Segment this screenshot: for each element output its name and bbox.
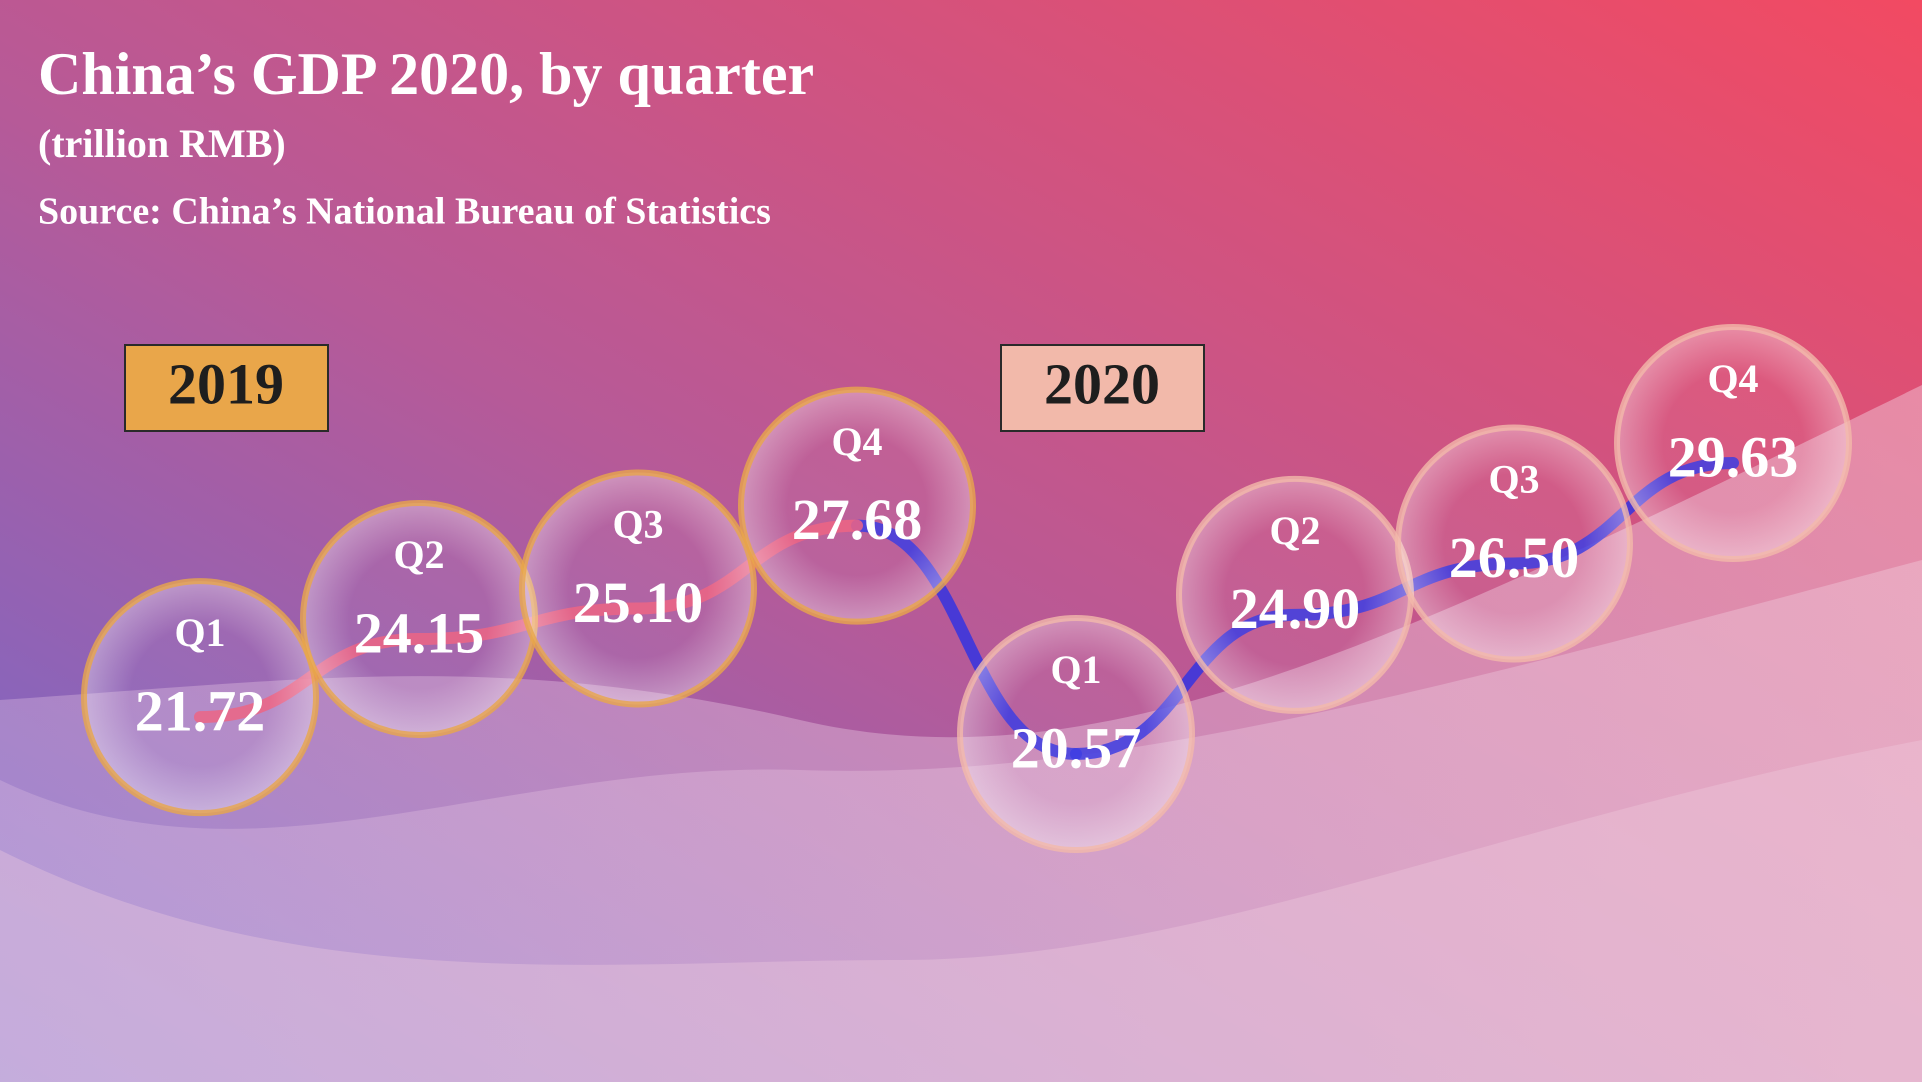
value-label: 29.63 <box>1668 424 1799 489</box>
category-label: Q2 <box>393 532 444 577</box>
bubble: Q4 29.63 <box>1614 324 1852 562</box>
value-label: 24.15 <box>354 600 485 665</box>
bubble: Q1 20.57 <box>957 615 1195 853</box>
value-label: 26.50 <box>1449 525 1580 590</box>
wave <box>0 560 1922 1082</box>
category-label: Q3 <box>612 502 663 547</box>
bubble: Q2 24.90 <box>1176 475 1414 714</box>
value-label: 25.10 <box>573 570 704 635</box>
bubble-fill <box>738 386 976 625</box>
category-label: Q2 <box>1269 508 1320 553</box>
category-label: Q1 <box>174 610 225 655</box>
value-label: 20.57 <box>1011 715 1142 780</box>
legend-box <box>124 344 329 432</box>
value-label: 21.72 <box>135 678 266 743</box>
bubble: Q1 21.72 <box>81 578 319 817</box>
category-label: Q1 <box>1050 647 1101 692</box>
bubble: Q4 27.68 <box>738 386 976 625</box>
bubble-fill <box>1614 324 1852 562</box>
source: Source: China’s National Bureau of Stati… <box>38 191 771 233</box>
subtitle: (trillion RMB) <box>38 121 286 166</box>
bubble: Q3 26.50 <box>1395 424 1633 663</box>
value-label: 27.68 <box>792 487 923 552</box>
chart-title: China’s GDP 2020, by quarter <box>38 41 814 107</box>
legend-label: 2020 <box>1044 351 1160 416</box>
bubble: Q3 25.10 <box>519 469 757 708</box>
bubble-fill <box>957 615 1195 853</box>
category-label: Q4 <box>831 419 882 464</box>
bubble-fill <box>1395 424 1633 663</box>
legend-box <box>1000 344 1205 432</box>
category-label: Q4 <box>1707 356 1758 401</box>
legend-label: 2019 <box>168 351 284 416</box>
bubble-fill <box>519 469 757 708</box>
bubble-fill <box>81 578 319 817</box>
value-label: 24.90 <box>1230 576 1361 641</box>
wave <box>0 740 1922 1082</box>
bubble: Q2 24.15 <box>300 500 538 739</box>
category-label: Q3 <box>1488 457 1539 502</box>
